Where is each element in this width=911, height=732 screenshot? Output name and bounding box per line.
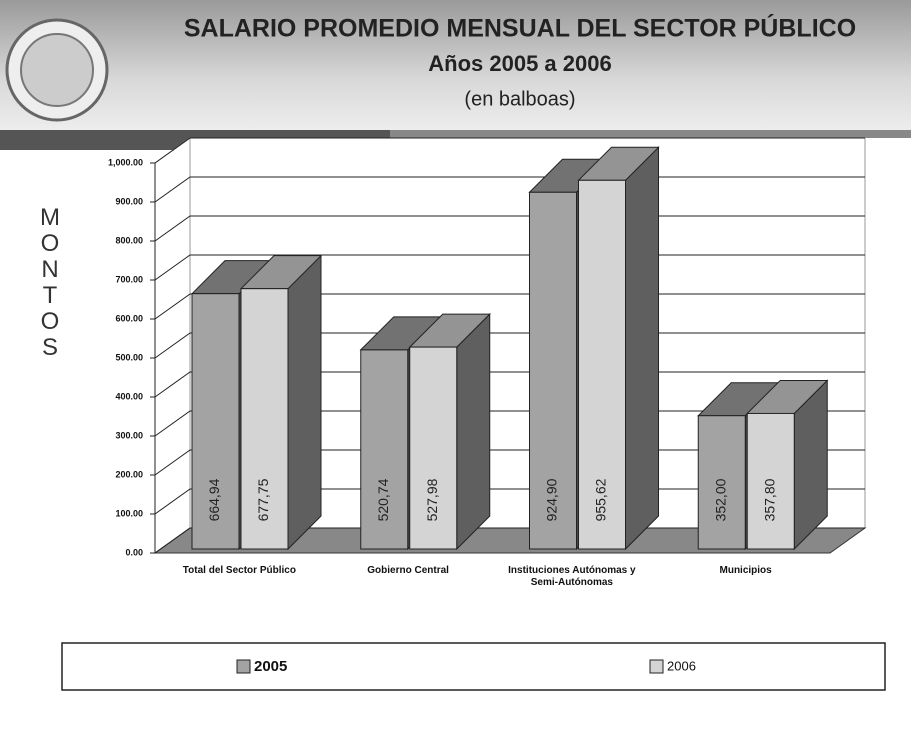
bar-side (287, 254, 322, 551)
x-tick-label: Instituciones Autónomas y Semi-Autónomas (508, 565, 636, 588)
units-label: (en balboas) (464, 88, 575, 110)
value-label: 357,80 (761, 478, 777, 521)
value-label: 527,98 (424, 478, 440, 521)
header-bar (390, 130, 911, 138)
value-label: 520,74 (375, 478, 391, 521)
grid-line (154, 137, 865, 164)
value-label: 677,75 (255, 478, 271, 521)
logo (20, 33, 94, 107)
y-tick-label: 600.00 (115, 313, 143, 323)
legend-swatch (649, 659, 664, 674)
value-label: 664,94 (206, 478, 222, 521)
bar (360, 349, 409, 550)
y-tick-label: 200.00 (115, 469, 143, 479)
bar (409, 346, 458, 550)
y-axis-label: MONTOS (40, 204, 60, 361)
legend-label: 2005 (254, 658, 287, 675)
bar (529, 191, 577, 550)
bar-side (625, 146, 659, 551)
x-tick-label: Gobierno Central (367, 565, 449, 576)
y-tick-label: 500.00 (115, 352, 143, 362)
legend-label: 2006 (667, 658, 696, 673)
legend-box (61, 642, 886, 691)
bar-side (456, 312, 491, 551)
value-label: 352,00 (712, 478, 728, 521)
y-tick-label: 400.00 (115, 391, 143, 401)
y-tick-label: 300.00 (115, 430, 143, 440)
chart-subtitle: Años 2005 a 2006 (428, 51, 611, 76)
y-tick-label: 900.00 (115, 196, 143, 206)
y-tick-label: 0.00 (125, 547, 143, 557)
header-background (0, 0, 911, 132)
y-tick-label: 100.00 (115, 508, 143, 518)
bar (697, 415, 746, 550)
bar (191, 293, 240, 550)
bar (578, 179, 626, 550)
y-tick-label: 700.00 (115, 274, 143, 284)
value-label: 955,62 (593, 478, 609, 521)
y-tick-label: 800.00 (115, 235, 143, 245)
bar (240, 288, 289, 550)
x-tick-label: Total del Sector Público (182, 565, 296, 576)
legend-swatch (236, 659, 251, 674)
bar (746, 412, 795, 550)
x-tick-label: Municipios (719, 565, 772, 576)
chart-title: SALARIO PROMEDIO MENSUAL DEL SECTOR PÚBL… (184, 13, 856, 43)
value-label: 924,90 (544, 478, 560, 521)
y-tick-label: 1,000.00 (108, 157, 143, 167)
